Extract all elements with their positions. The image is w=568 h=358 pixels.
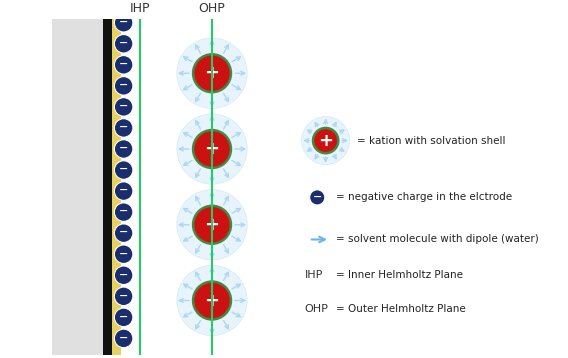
Text: = negative charge in the elctrode: = negative charge in the elctrode — [336, 192, 512, 202]
Circle shape — [177, 190, 247, 260]
Text: −: − — [119, 248, 128, 258]
Text: OHP: OHP — [304, 304, 328, 314]
Circle shape — [193, 54, 231, 92]
Text: −: − — [119, 101, 128, 111]
Circle shape — [114, 140, 133, 158]
Text: +: + — [204, 64, 219, 82]
Circle shape — [114, 203, 133, 221]
Text: IHP: IHP — [304, 270, 323, 280]
Circle shape — [310, 190, 325, 205]
Circle shape — [114, 119, 133, 137]
Text: IHP: IHP — [130, 2, 151, 15]
Circle shape — [193, 282, 231, 319]
Circle shape — [114, 55, 133, 74]
Text: +: + — [204, 291, 219, 310]
Text: +: + — [318, 132, 333, 150]
Text: −: − — [312, 192, 322, 202]
Text: −: − — [119, 185, 128, 195]
Text: −: − — [119, 122, 128, 132]
Text: −: − — [119, 270, 128, 279]
Text: −: − — [119, 206, 128, 216]
Text: −: − — [119, 227, 128, 237]
Text: OHP: OHP — [199, 2, 225, 15]
Circle shape — [302, 117, 350, 165]
Circle shape — [114, 287, 133, 306]
Circle shape — [114, 329, 133, 348]
Circle shape — [177, 114, 247, 184]
Circle shape — [177, 38, 247, 108]
Circle shape — [193, 130, 231, 168]
Circle shape — [114, 161, 133, 179]
Circle shape — [114, 308, 133, 326]
Text: −: − — [119, 80, 128, 90]
Circle shape — [114, 224, 133, 242]
Circle shape — [114, 266, 133, 285]
Circle shape — [114, 77, 133, 95]
Text: −: − — [119, 17, 128, 27]
Text: +: + — [204, 140, 219, 158]
Bar — [103, 14, 112, 358]
Text: −: − — [119, 59, 128, 69]
Text: −: − — [119, 143, 128, 153]
Text: −: − — [119, 311, 128, 321]
Text: = solvent molecule with dipole (water): = solvent molecule with dipole (water) — [336, 234, 539, 245]
FancyBboxPatch shape — [25, 4, 118, 358]
Circle shape — [313, 128, 339, 153]
Text: = Inner Helmholtz Plane: = Inner Helmholtz Plane — [336, 270, 463, 280]
Text: −: − — [119, 164, 128, 174]
Circle shape — [114, 182, 133, 200]
Circle shape — [114, 98, 133, 116]
Text: −: − — [119, 290, 128, 300]
Text: = Outer Helmholtz Plane: = Outer Helmholtz Plane — [336, 304, 466, 314]
Text: +: + — [204, 216, 219, 234]
Bar — [112, 14, 121, 358]
Circle shape — [114, 14, 133, 32]
Text: = kation with solvation shell: = kation with solvation shell — [357, 136, 506, 146]
Circle shape — [114, 34, 133, 53]
Text: −: − — [119, 333, 128, 343]
Circle shape — [177, 265, 247, 336]
Circle shape — [114, 245, 133, 263]
Circle shape — [193, 206, 231, 244]
Text: −: − — [119, 38, 128, 48]
